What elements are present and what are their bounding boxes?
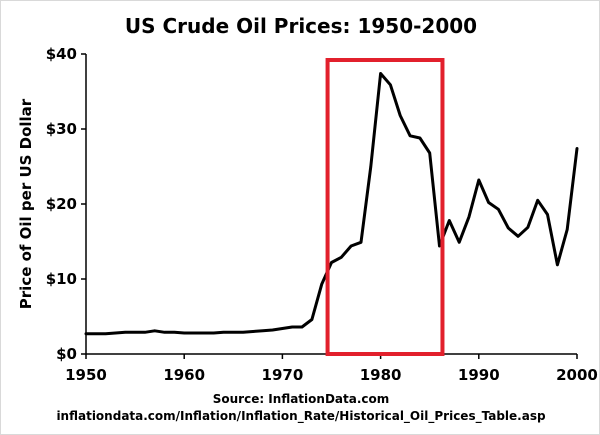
y-tick-label: $20: [46, 195, 77, 213]
y-tick-label: $40: [46, 45, 77, 63]
x-tick-label: 1970: [262, 366, 304, 384]
x-tick-label: 1950: [65, 366, 107, 384]
y-tick-label: $30: [46, 120, 77, 138]
y-tick-label: $0: [56, 345, 77, 363]
plot-area: [84, 58, 579, 356]
y-tick-labels: $0 $10 $20 $30 $40: [46, 45, 77, 363]
x-tick-label: 1980: [360, 366, 402, 384]
source-url-text: inflationdata.com/Inflation/Inflation_Ra…: [56, 409, 546, 424]
y-axis-label: Price of Oil per US Dollar: [17, 98, 35, 309]
source-text: Source: InflationData.com: [213, 392, 390, 406]
chart-title: US Crude Oil Prices: 1950-2000: [125, 14, 477, 38]
y-tick-label: $10: [46, 270, 77, 288]
highlight-rectangle: [325, 58, 445, 356]
x-tick-label: 2000: [556, 366, 598, 384]
x-tick-label: 1990: [458, 366, 500, 384]
oil-price-line: [84, 72, 579, 336]
x-tick-labels: 1950 1960 1970 1980 1990 2000: [65, 366, 598, 384]
x-tick-label: 1960: [163, 366, 205, 384]
